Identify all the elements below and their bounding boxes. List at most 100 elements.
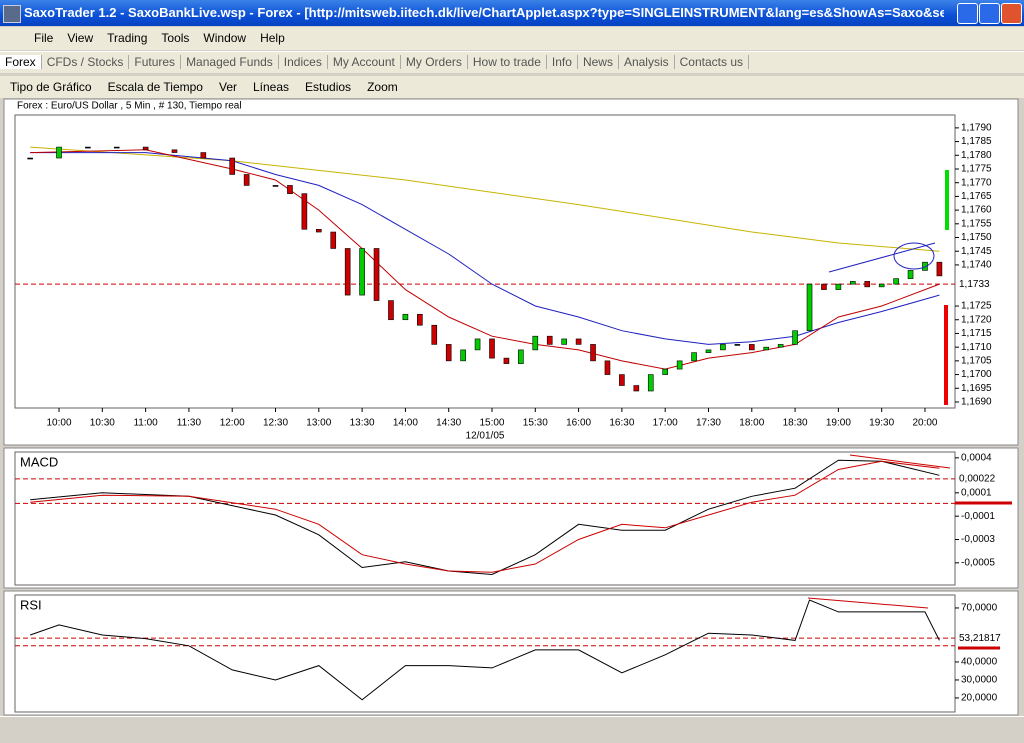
- candle-body: [373, 248, 380, 301]
- tab[interactable]: My Orders: [400, 55, 468, 69]
- tab[interactable]: Indices: [278, 55, 328, 69]
- candle-body: [922, 261, 928, 271]
- rsi-panel: [3, 590, 1019, 716]
- menu-item[interactable]: File: [34, 31, 54, 45]
- x-tick-label: 17:00: [653, 418, 678, 429]
- menu-item[interactable]: Help: [260, 31, 285, 45]
- macd-panel: [3, 447, 1019, 589]
- menu-item[interactable]: View: [67, 31, 94, 45]
- x-tick-label: 18:30: [783, 418, 808, 429]
- divergence-annotation: [849, 454, 951, 469]
- x-tick-label: 12:30: [263, 418, 288, 429]
- macd-plot: [14, 451, 956, 586]
- x-tick-label: 17:30: [696, 418, 721, 429]
- candle-body: [878, 283, 885, 288]
- chart-menu-item[interactable]: Tipo de Gráfico: [10, 80, 92, 94]
- y-tick-label: 1,1720: [961, 314, 992, 325]
- candle-body: [474, 338, 481, 351]
- y-tick-label: 1,1750: [961, 232, 992, 243]
- tab-bar: Forex CFDs / Stocks Futures Managed Funds In…: [0, 51, 1024, 73]
- indicator-line: [30, 460, 940, 573]
- y-tick-label: 1,1760: [961, 205, 992, 216]
- chart-menu-item[interactable]: Líneas: [253, 80, 290, 94]
- x-tick-label: 13:00: [306, 418, 331, 429]
- y-tick-label: 0,0004: [961, 452, 992, 463]
- candle-body: [734, 344, 741, 346]
- chart-menu-item[interactable]: Ver: [218, 80, 237, 94]
- x-tick-label: 10:00: [47, 418, 72, 429]
- chart-menu-item[interactable]: Escala de Tiempo: [107, 80, 203, 94]
- title-bar: SaxoTrader 1.2 - SaxoBankLive.wsp - Fore…: [0, 0, 1024, 26]
- candle-body: [431, 324, 438, 345]
- tab[interactable]: Info: [546, 55, 578, 69]
- chart-area: 1,1790 1,1785 1,1780 1,1775 1,1770 1,1765 1,17…: [3, 98, 1019, 716]
- candle-body: [27, 157, 33, 160]
- tab[interactable]: Analysis: [618, 55, 675, 69]
- y-tick-label: 1,1710: [961, 342, 992, 353]
- y-tick-label: -0,0001: [961, 511, 995, 522]
- x-tick-label: 11:30: [177, 418, 202, 429]
- close-button[interactable]: [1001, 3, 1022, 24]
- candle-body: [171, 149, 178, 153]
- candle-body: [402, 313, 409, 321]
- menu-item[interactable]: Trading: [107, 31, 148, 45]
- y-tick-label: 1,1790: [961, 123, 992, 134]
- candle-body: [359, 248, 365, 296]
- y-tick-label: 1,1715: [961, 328, 992, 339]
- chart-menu-item[interactable]: Zoom: [367, 80, 398, 94]
- candle-body: [835, 283, 842, 290]
- candle-body: [575, 338, 582, 345]
- candle-body: [301, 193, 308, 230]
- tab[interactable]: How to trade: [467, 55, 547, 69]
- tab[interactable]: News: [577, 55, 619, 69]
- candle-body: [777, 344, 784, 348]
- maximize-button[interactable]: [979, 3, 1000, 24]
- candle-body: [590, 344, 596, 362]
- y-tick-label: 0,0001: [961, 487, 992, 498]
- candle-body: [936, 261, 943, 277]
- candle-body: [893, 278, 899, 285]
- candle-body: [272, 185, 279, 187]
- indicator-line: [30, 459, 940, 576]
- panel-label-box: [17, 597, 117, 613]
- candle-body: [388, 300, 394, 321]
- y-tick-label: 1,1690: [961, 397, 992, 408]
- tab[interactable]: Futures: [129, 55, 182, 69]
- x-tick-label: 14:30: [436, 418, 461, 429]
- x-tick-label: 14:00: [393, 418, 418, 429]
- y-tick-label: 30,0000: [961, 675, 998, 686]
- main-plot: [14, 114, 956, 409]
- x-tick-label: 16:00: [566, 418, 591, 429]
- candle-body: [676, 360, 683, 370]
- y-tick-label: 40,0000: [961, 657, 998, 668]
- chart-menu-item[interactable]: Estudios: [305, 80, 352, 94]
- reference-label: 1,1733: [959, 279, 990, 290]
- y-tick-label: 1,1740: [961, 260, 992, 271]
- y-tick-label: 1,1705: [961, 355, 992, 366]
- candle-body: [287, 185, 293, 194]
- status-bar: [0, 716, 1024, 743]
- tab[interactable]: CFDs / Stocks: [41, 55, 130, 69]
- y-tick-label: 1,1785: [961, 136, 992, 147]
- tab[interactable]: Contacts us: [674, 55, 750, 69]
- menu-item[interactable]: Window: [203, 31, 247, 45]
- candle-body: [806, 283, 813, 332]
- x-tick-label: 12:00: [220, 418, 245, 429]
- candle-body: [460, 349, 466, 362]
- candle-body: [518, 349, 524, 364]
- candle-body: [662, 368, 668, 375]
- tab[interactable]: My Account: [327, 55, 401, 69]
- candle-body: [200, 152, 207, 159]
- menu-item[interactable]: Tools: [161, 31, 190, 45]
- x-tick-label: 16:30: [609, 418, 634, 429]
- indicator-line: [30, 599, 940, 701]
- y-tick-label: -0,0003: [961, 534, 995, 545]
- tab[interactable]: Forex: [0, 55, 42, 69]
- x-tick-label: 11:00: [133, 418, 158, 429]
- candle-body: [85, 146, 91, 149]
- tab[interactable]: Managed Funds: [181, 55, 279, 69]
- reference-label: 0,00022: [959, 473, 996, 484]
- minimize-button[interactable]: [957, 3, 978, 24]
- divergence-annotation: [807, 597, 929, 609]
